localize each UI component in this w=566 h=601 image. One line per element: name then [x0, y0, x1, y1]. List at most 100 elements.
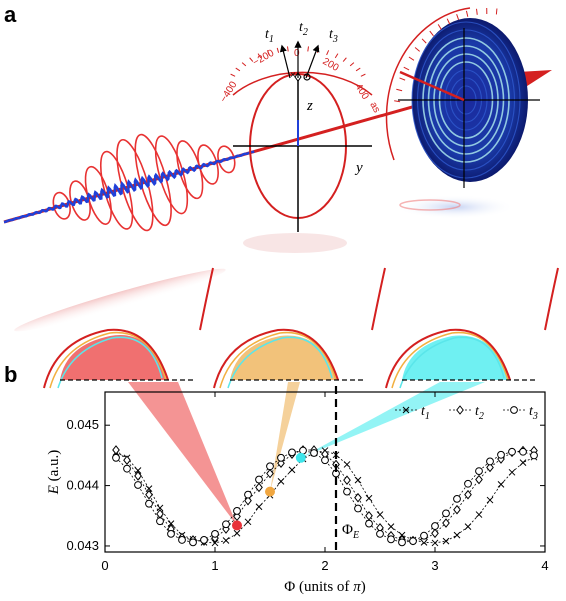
point-marker-x — [431, 539, 439, 547]
time-tick — [276, 47, 280, 53]
point-marker-circle — [189, 538, 197, 547]
spectrum-1-orange — [49, 331, 167, 389]
point-marker-x — [222, 537, 230, 544]
arrow-t3 — [305, 44, 320, 79]
point-marker-x — [398, 531, 406, 539]
spectrum-2-fill — [230, 335, 336, 380]
disc-tick — [456, 14, 460, 21]
y-tick-label: 0.045 — [66, 417, 99, 432]
series-layer — [112, 445, 538, 547]
legend-label: t2 — [475, 404, 484, 422]
marker-stroke — [519, 459, 527, 466]
point-marker-x — [277, 478, 285, 485]
marker-x: × — [290, 70, 296, 81]
point-marker-circle — [475, 467, 483, 475]
point-marker-diamond — [123, 455, 131, 466]
disc-tick — [403, 66, 410, 71]
point-marker-circle — [244, 490, 252, 499]
pulse-reflection — [14, 268, 226, 332]
time-tick — [349, 62, 355, 67]
marker-stroke — [365, 494, 373, 502]
time-unit-label: as — [367, 100, 382, 114]
point-marker-diamond — [255, 482, 263, 493]
point-marker-circle — [255, 475, 263, 484]
point-marker-circle — [409, 537, 417, 546]
point-marker-diamond — [456, 405, 464, 415]
time-tick — [235, 67, 241, 72]
disc-angle-arc — [385, 7, 471, 161]
marker-stroke — [508, 468, 516, 476]
disc-tick — [495, 8, 498, 15]
point-marker-diamond — [112, 445, 120, 455]
point-marker-circle — [387, 535, 395, 544]
point-marker-circle — [497, 450, 505, 459]
time-scale-arc — [232, 71, 373, 96]
point-marker-x — [288, 466, 296, 474]
series-line-t3 — [115, 450, 535, 543]
t2-label: t2 — [299, 20, 308, 38]
marker-stroke — [442, 537, 450, 545]
marker-stroke — [222, 537, 230, 544]
point-marker-x — [365, 494, 373, 502]
marker-stroke — [497, 481, 505, 488]
point-marker-diamond — [233, 511, 241, 522]
point-marker-x — [145, 485, 153, 492]
disc-shadow — [395, 195, 515, 219]
blue-field-wave — [3, 150, 255, 224]
point-marker-circle — [277, 453, 285, 462]
point-marker-x — [211, 539, 219, 547]
spectrum-3-fill — [402, 335, 508, 380]
point-marker-circle — [233, 507, 241, 515]
disc-tick — [414, 47, 421, 52]
point-marker-circle — [508, 447, 516, 456]
arrow-t1 — [279, 44, 291, 79]
axis-ticks: 0 1 2 3 4 0.043 0.044 0.045 — [66, 392, 549, 573]
time-tick — [287, 46, 289, 52]
axis-z-label: z — [306, 98, 313, 114]
detector-edge-1 — [199, 267, 214, 331]
point-marker-diamond — [475, 474, 483, 485]
marker-stroke — [288, 466, 296, 474]
spectrum-1-cyan — [57, 336, 163, 389]
time-tick — [355, 67, 361, 72]
marker-stroke — [486, 496, 494, 504]
point-marker-x — [244, 518, 252, 526]
point-marker-circle — [530, 451, 538, 460]
point-marker-diamond — [354, 492, 362, 503]
marker-stroke — [453, 531, 461, 539]
legend-label: t3 — [529, 404, 538, 422]
x-tick-label: 1 — [211, 558, 218, 573]
point-marker-x — [442, 537, 450, 545]
marker-stroke — [145, 485, 153, 492]
point-marker-circle — [156, 517, 164, 526]
marker-stroke — [354, 476, 362, 484]
time-tick — [230, 73, 236, 77]
projection-wedges — [128, 382, 485, 526]
point-marker-circle — [453, 494, 461, 503]
point-marker-x — [453, 531, 461, 539]
point-marker-diamond — [134, 471, 142, 481]
spectra-group — [43, 267, 559, 389]
point-marker-x — [402, 406, 410, 414]
point-marker-x — [475, 511, 483, 518]
detector-edge-3 — [544, 267, 559, 331]
point-marker-x — [134, 467, 142, 474]
disc-tick — [394, 100, 401, 103]
point-marker-x — [255, 503, 263, 511]
x-axis-label: Φ (units of π) — [284, 579, 365, 595]
x-tick-label: 3 — [431, 558, 438, 573]
point-marker-circle — [321, 456, 329, 465]
point-marker-diamond — [145, 489, 153, 500]
point-marker-circle — [365, 519, 373, 528]
time-tick-label-m200: −200 — [251, 48, 276, 69]
point-marker-circle — [200, 536, 208, 544]
point-marker-circle — [431, 522, 439, 530]
highlight-point — [232, 520, 242, 531]
marker-circle — [303, 73, 311, 81]
spectrum-3-orange — [391, 331, 509, 389]
ellipse-reflection — [243, 233, 347, 253]
point-marker-x — [387, 523, 395, 530]
point-marker-circle — [354, 504, 362, 513]
point-marker-circle — [343, 487, 351, 496]
